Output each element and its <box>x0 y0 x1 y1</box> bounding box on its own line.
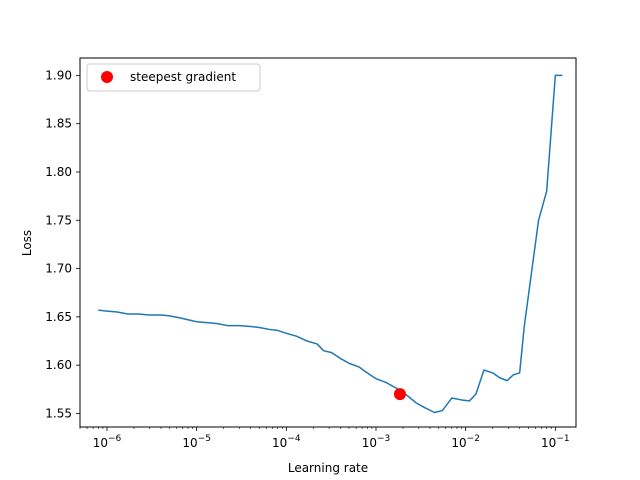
x-axis-title: Learning rate <box>288 461 368 475</box>
plot-layer <box>98 74 563 414</box>
steepest-gradient-point <box>393 388 406 401</box>
y-axis-title: Loss <box>20 230 34 256</box>
x-tick-label: 10−5 <box>182 434 211 450</box>
x-tick-label: 10−2 <box>451 434 480 450</box>
y-tick-label: 1.90 <box>45 68 72 82</box>
y-tick-label: 1.70 <box>45 262 72 276</box>
x-axis: 10−6 10−5 10−4 10−3 10−2 10−1 <box>79 427 570 450</box>
y-tick-label: 1.65 <box>45 310 72 324</box>
y-tick-label: 1.55 <box>45 406 72 420</box>
y-tick-label: 1.85 <box>45 117 72 131</box>
x-tick-label: 10−6 <box>93 434 122 450</box>
x-tick-label: 10−1 <box>541 434 570 450</box>
y-tick-label: 1.75 <box>45 213 72 227</box>
x-tick-label: 10−4 <box>272 434 301 450</box>
legend: steepest gradient <box>86 63 261 92</box>
legend-marker-icon <box>101 71 113 83</box>
y-tick-label: 1.80 <box>45 165 72 179</box>
loss-line <box>98 74 563 414</box>
legend-label: steepest gradient <box>130 70 236 84</box>
y-tick-label: 1.60 <box>45 358 72 372</box>
legend-box <box>86 63 261 92</box>
x-tick-label: 10−3 <box>362 434 391 450</box>
y-axis: 1.55 1.60 1.65 1.70 1.75 1.80 1.85 1.90 <box>45 68 80 420</box>
plot-frame <box>79 57 577 428</box>
